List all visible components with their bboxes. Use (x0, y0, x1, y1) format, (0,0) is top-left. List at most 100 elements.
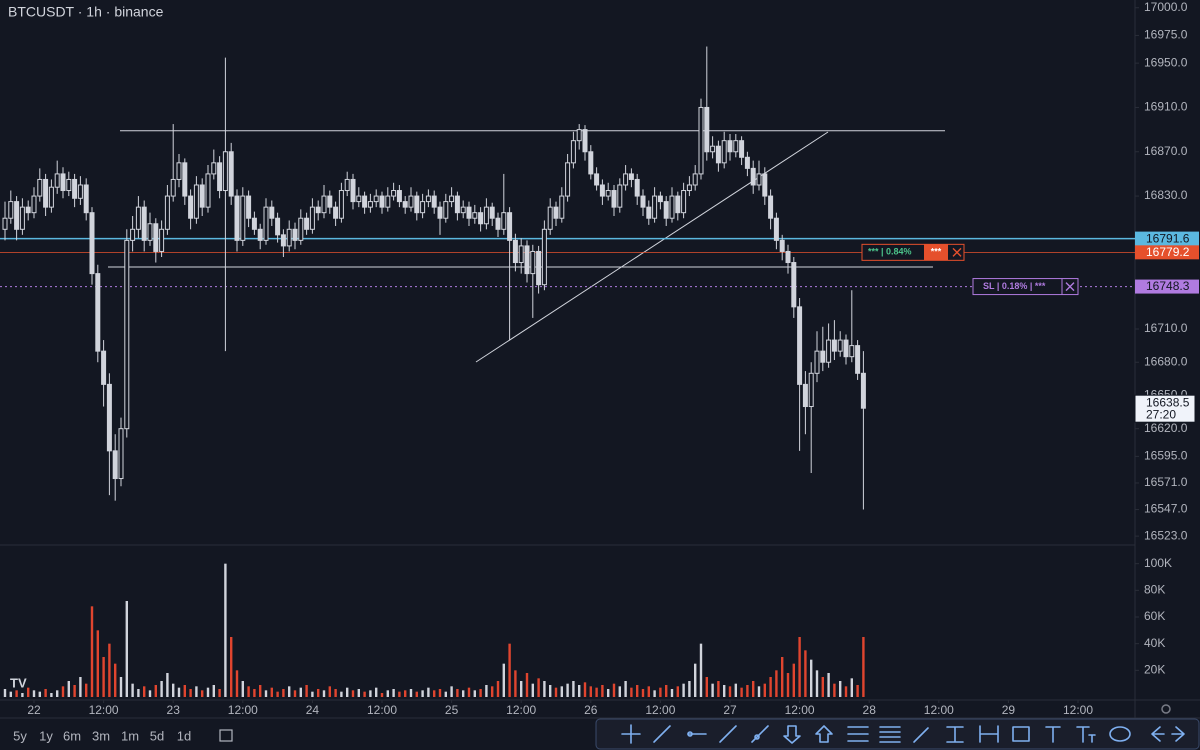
candle-body (605, 190, 611, 197)
range-button[interactable]: 6m (63, 728, 81, 743)
candle-body (321, 195, 327, 214)
volume-tick-label: 100K (1144, 556, 1172, 570)
volume-bar (647, 686, 650, 697)
volume-bar (282, 689, 285, 697)
range-button[interactable]: 1m (121, 728, 139, 743)
symbol-title: BTCUSDT · 1h · binance (8, 4, 164, 20)
candle-body (855, 345, 861, 374)
tool-parallel[interactable] (847, 726, 869, 742)
volume-bar (398, 691, 401, 697)
candle-body (686, 184, 692, 192)
candle-body (367, 201, 373, 208)
volume-bar (740, 687, 743, 697)
tool-back[interactable] (1151, 726, 1165, 742)
last-price: 16638.5 (1146, 395, 1190, 409)
candle-body (472, 212, 478, 219)
volume-bar (27, 687, 30, 697)
volume-bar (369, 690, 372, 697)
volume-bar (665, 685, 668, 697)
candle-body (570, 140, 576, 164)
volume-bar (815, 670, 819, 697)
candle-body (437, 206, 443, 219)
tool-extended[interactable] (751, 725, 769, 743)
x-tick-label: 12:00 (367, 703, 397, 717)
x-tick-label: 12:00 (506, 703, 536, 717)
tool-text[interactable] (1045, 726, 1061, 743)
candle-body (240, 195, 246, 241)
volume-bar (705, 677, 708, 697)
volume-bar (293, 690, 297, 697)
volume-bar (322, 690, 326, 697)
tool-arrow-down[interactable] (783, 725, 801, 744)
tool-brush[interactable] (913, 727, 929, 743)
volume-bar (114, 663, 117, 697)
volume-bar (363, 691, 366, 697)
y-tick-label: 16870.0 (1144, 144, 1188, 158)
candle-body (530, 250, 536, 275)
volume-bar (375, 687, 378, 697)
volume-bar (386, 690, 389, 697)
candle-body (25, 206, 31, 214)
volume-bar (438, 689, 442, 697)
date-range-icon[interactable] (219, 729, 233, 742)
tool-trend[interactable] (653, 725, 671, 743)
candle-body (72, 178, 78, 199)
volume-bar (241, 681, 244, 697)
tool-ellipse[interactable] (1109, 726, 1131, 742)
settings-icon[interactable] (1161, 704, 1171, 714)
candle-body (147, 223, 153, 241)
range-button[interactable]: 5d (150, 728, 164, 743)
candle-body (408, 195, 414, 208)
candle-body (170, 178, 176, 197)
candle-body (501, 212, 507, 230)
x-tick-label: 12:00 (1063, 703, 1093, 717)
candle-body (541, 228, 547, 286)
candle-body (292, 228, 298, 241)
tool-range[interactable] (979, 725, 999, 743)
candle-body (814, 350, 820, 374)
tool-rect[interactable] (1012, 726, 1030, 742)
volume-bar (270, 687, 273, 697)
x-tick-label: 12:00 (228, 703, 258, 717)
x-tick-label: 22 (27, 703, 41, 717)
volume-bar (9, 691, 12, 697)
volume-bar (717, 681, 720, 697)
tool-note[interactable] (1076, 726, 1096, 743)
y-tick-label: 16680.0 (1144, 354, 1188, 368)
candle-body (837, 339, 843, 352)
candle-body (19, 206, 25, 230)
volume-bar (247, 686, 250, 697)
volume-bar (21, 693, 24, 697)
candle-body (112, 450, 118, 480)
candle-body (773, 217, 779, 241)
range-button[interactable]: 1y (39, 728, 53, 743)
volume-bar (757, 686, 761, 697)
tool-measure[interactable] (946, 726, 964, 743)
volume-bar (125, 601, 128, 697)
volume-bar (491, 686, 494, 697)
tool-fib[interactable] (879, 726, 901, 743)
volume-bar (421, 690, 424, 697)
range-button[interactable]: 1d (177, 728, 191, 743)
x-tick-label: 12:00 (785, 703, 815, 717)
candle-body (594, 173, 600, 186)
candle-body (779, 239, 785, 252)
volume-bar (653, 690, 656, 697)
range-button[interactable]: 5y (13, 728, 27, 743)
candle-body (48, 186, 54, 208)
x-tick-label: 12:00 (89, 703, 119, 717)
tool-crosshair[interactable] (621, 724, 641, 744)
volume-bar (699, 643, 703, 697)
svg-text:TV: TV (10, 675, 27, 690)
tool-arrow-up[interactable] (815, 725, 833, 743)
volume-bar (108, 643, 111, 697)
volume-bar (549, 685, 552, 697)
candle-body (77, 184, 83, 199)
candle-body (153, 223, 159, 252)
tool-horizontal-ray[interactable] (687, 731, 707, 737)
tool-forward[interactable] (1171, 726, 1185, 742)
range-button[interactable]: 3m (92, 728, 110, 743)
tool-ray[interactable] (719, 725, 737, 743)
candle-body (808, 372, 814, 408)
candle-body (130, 228, 136, 241)
